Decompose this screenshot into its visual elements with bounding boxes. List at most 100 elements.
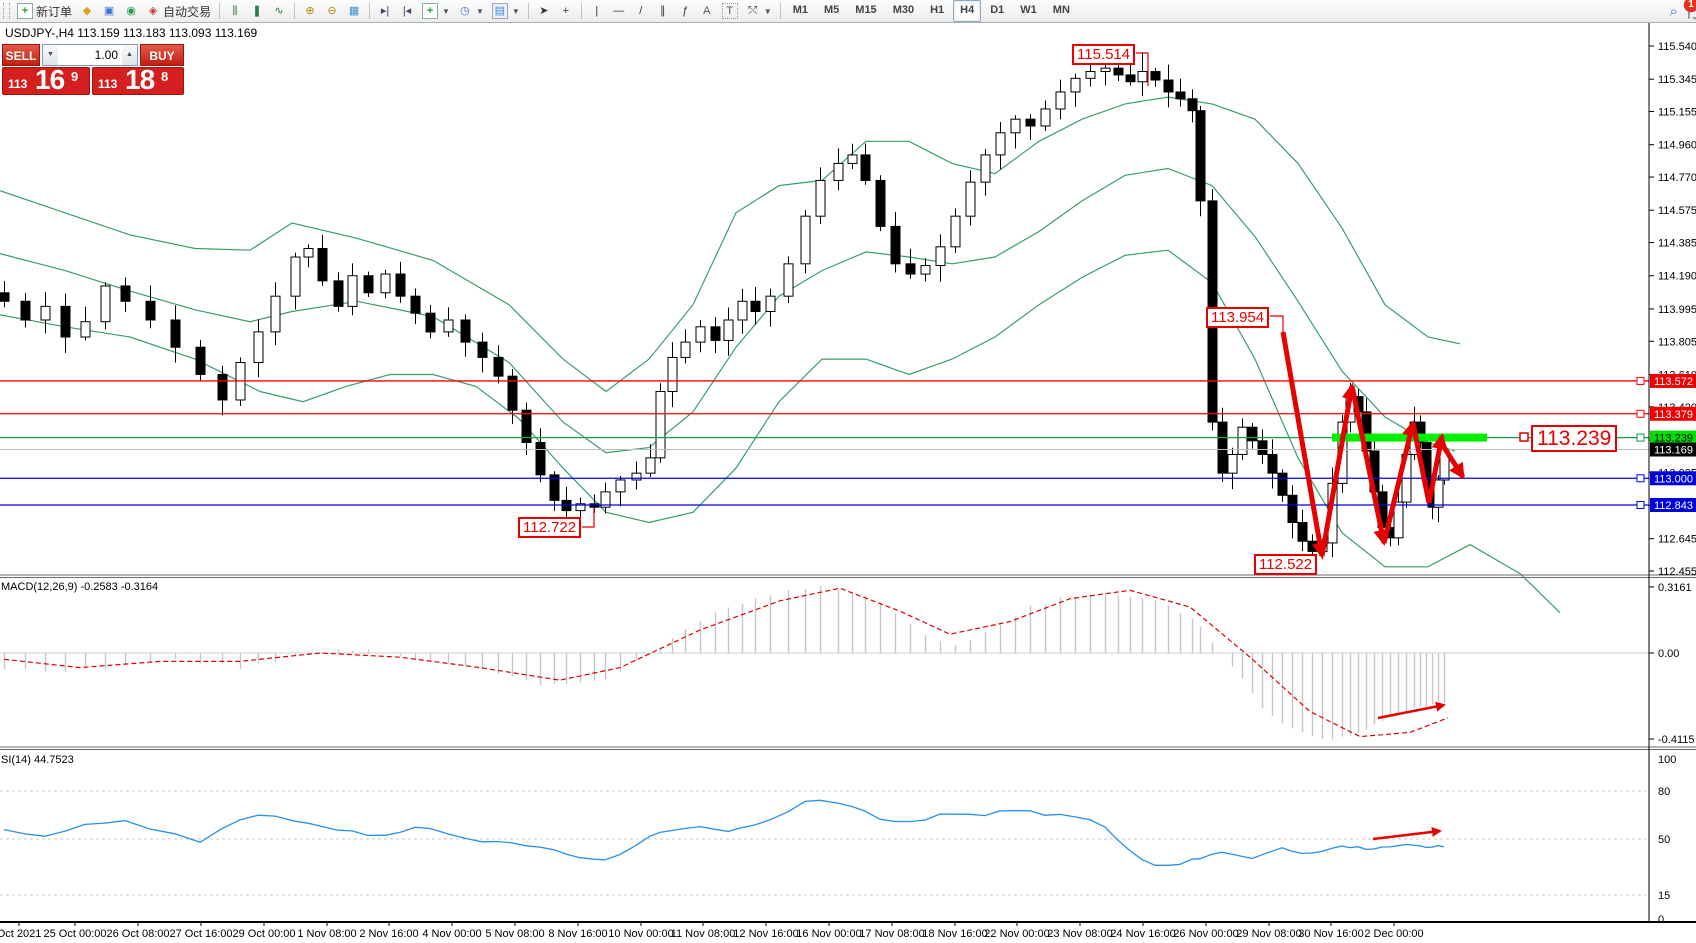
fibonacci-tool-button[interactable]: ƒ [674, 1, 696, 21]
svg-text:114.960: 114.960 [1658, 140, 1696, 152]
sell-button[interactable]: SELL [2, 44, 40, 66]
caret-down-icon: ▼ [763, 6, 772, 16]
text-label-tool-button[interactable]: T [718, 1, 742, 21]
add-indicator-icon: + [422, 3, 439, 19]
ask-price-box[interactable]: 113 18 8 [92, 64, 184, 95]
horizontal-line-tool-button[interactable]: — [608, 1, 630, 21]
time-label: 24 Nov 16:00 [1110, 928, 1175, 940]
monitor-icon: ▣ [103, 5, 115, 17]
toolbar-drag-handle[interactable] [3, 3, 10, 19]
price-axis[interactable]: 115.540 115.345 115.155 114.960 114.770 114.5… [1649, 41, 1696, 926]
rsi-line [3, 799, 1445, 866]
candlestick-mode-button[interactable]: ❚ [246, 1, 268, 21]
time-label: 18 Nov 16:00 [922, 928, 987, 940]
horizontal-line-icon: — [613, 5, 625, 17]
arrows-tool-button[interactable]: ⤲ ▼ [742, 1, 776, 21]
timeframe-h1[interactable]: H1 [930, 4, 945, 16]
channel-tool-button[interactable]: ∥ [652, 1, 674, 21]
gold-icon: ◆ [82, 5, 92, 17]
time-label: 26 Nov 00:00 [1173, 928, 1238, 940]
periods-button[interactable]: ◷ ▼ [454, 1, 488, 21]
new-order-button[interactable]: + 新订单 [13, 1, 76, 21]
indicators-button[interactable]: + ▼ [418, 1, 454, 21]
market-watch-button[interactable]: ◆ [76, 1, 98, 21]
price-callout-115.514[interactable]: 115.514 [1072, 44, 1136, 65]
timeframe-w1[interactable]: W1 [1020, 4, 1037, 16]
templates-button[interactable]: ▤ ▼ [488, 1, 524, 21]
auto-scroll-icon: ▸| [380, 5, 390, 17]
notification-badge: 1 [1684, 0, 1696, 12]
ask-big-digits: 18 [125, 64, 155, 95]
time-label: 30 Nov 16:00 [1298, 928, 1363, 940]
crosshair-tool-button[interactable]: + [555, 1, 577, 21]
timeframe-m1[interactable]: M1 [792, 4, 808, 16]
bid-price-box[interactable]: 113 16 9 [2, 64, 90, 95]
time-label: Oct 2021 [0, 928, 41, 940]
vertical-line-tool-button[interactable]: | [586, 1, 608, 21]
tile-windows-icon: ▦ [348, 5, 360, 17]
timeframe-switcher: M1 M5 M15 M30 H1 H4 D1 W1 MN [785, 0, 1078, 22]
svg-text:114.575: 114.575 [1658, 205, 1696, 217]
timeframe-h4[interactable]: H4 [953, 0, 982, 22]
volume-input[interactable]: 1.00 [94, 48, 118, 62]
red-trend-arrow [1319, 383, 1358, 557]
toolbar-separator [779, 3, 781, 19]
svg-text:114.190: 114.190 [1658, 271, 1696, 283]
chart-shift-button[interactable]: |◂ [396, 1, 418, 21]
timeframe-m30[interactable]: M30 [892, 4, 915, 16]
zoom-out-button[interactable]: ⊖ [321, 1, 343, 21]
trendline-icon: / [639, 5, 643, 17]
volume-decrease-button[interactable]: ▼ [43, 45, 58, 65]
price-callout-113.954[interactable]: 113.954 [1206, 307, 1270, 328]
line-chart-mode-button[interactable]: ∿ [268, 1, 290, 21]
time-label: 11 Nov 08:00 [671, 928, 736, 940]
volume-stepper: ▼ 1.00 ▲ [42, 44, 138, 66]
drawn-annotations[interactable] [582, 52, 1529, 841]
time-label: 25 Oct 00:00 [44, 928, 107, 940]
tile-windows-button[interactable]: ▦ [343, 1, 365, 21]
time-axis[interactable]: Oct 2021 25 Oct 00:00 26 Oct 08:00 27 Oct 1… [0, 922, 1424, 940]
terminal-button[interactable]: ▣ [98, 1, 120, 21]
timeframe-mn[interactable]: MN [1052, 4, 1070, 16]
price-callout-112.522[interactable]: 112.522 [1254, 554, 1318, 575]
bid-prefix: 113 [8, 77, 28, 91]
timeframe-d1[interactable]: D1 [990, 4, 1005, 16]
bid-pip-digit: 9 [71, 69, 79, 84]
macd-label: MACD(12,26,9) -0.2583 -0.3164 [1, 581, 159, 593]
timeframe-m15[interactable]: M15 [855, 4, 877, 16]
timeframe-m5[interactable]: M5 [824, 4, 840, 16]
notifications-button[interactable]: 1 [1684, 0, 1696, 19]
bb-upper-band [0, 96, 1461, 393]
auto-trading-button[interactable]: ◈ 自动交易 [142, 1, 215, 21]
bid-big-digits: 16 [35, 64, 65, 95]
rsi-label: SI(14) 44.7523 [1, 754, 74, 766]
trendline-tool-button[interactable]: / [630, 1, 652, 21]
svg-text:0: 0 [1658, 914, 1664, 926]
red-trend-arrow [1410, 422, 1432, 504]
bb-lower-band [0, 249, 1561, 614]
time-label: 17 Nov 08:00 [859, 928, 924, 940]
volume-increase-button[interactable]: ▲ [122, 45, 137, 65]
time-label: 10 Nov 00:00 [608, 928, 673, 940]
buy-button[interactable]: BUY [140, 44, 184, 66]
price-callout-113.239[interactable]: 113.239 [1531, 425, 1618, 452]
svg-text:-0.4115: -0.4115 [1658, 734, 1695, 746]
crosshair-icon: + [562, 5, 570, 17]
signals-button[interactable]: ◉ [120, 1, 142, 21]
zoom-in-button[interactable]: ⊕ [299, 1, 321, 21]
horizontal-level-lines[interactable] [0, 376, 1649, 509]
fibonacci-icon: ƒ [681, 5, 688, 17]
price-tag-113.572: 113.572 [1654, 376, 1693, 388]
search-icon[interactable]: ⌕ [1669, 2, 1678, 20]
price-callout-112.722[interactable]: 112.722 [518, 517, 582, 538]
bar-chart-mode-button[interactable]: ⫼ [224, 1, 246, 21]
cursor-tool-button[interactable]: ➤ [533, 1, 555, 21]
svg-text:15: 15 [1658, 890, 1670, 902]
svg-text:115.345: 115.345 [1658, 74, 1696, 86]
price-tag-113.379: 113.379 [1654, 409, 1693, 421]
auto-scroll-button[interactable]: ▸| [374, 1, 396, 21]
text-tool-icon: A [703, 5, 711, 17]
text-tool-button[interactable]: A [696, 1, 718, 21]
chart-shift-icon: |◂ [402, 5, 412, 17]
